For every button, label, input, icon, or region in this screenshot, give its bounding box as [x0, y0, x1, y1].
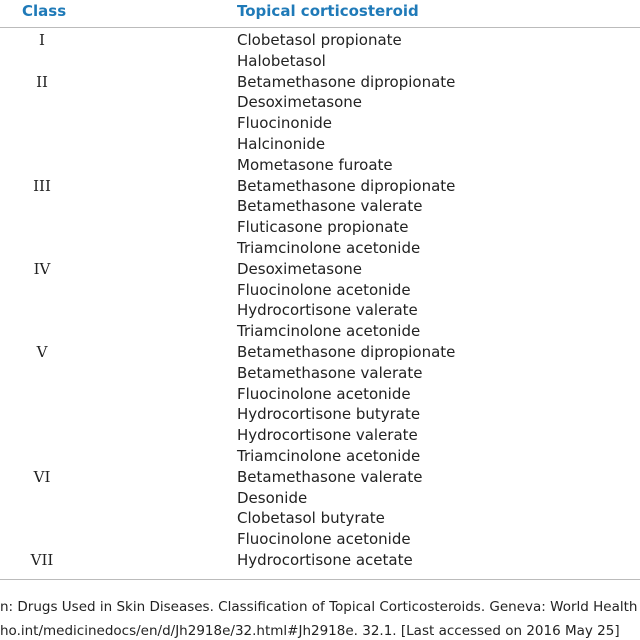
drug-name: Betamethasone valerate [237, 197, 423, 216]
drug-name: Desoximetasone [237, 259, 362, 278]
drug-name: Betamethasone valerate [237, 363, 423, 382]
drug-name: Betamethasone dipropionate [237, 343, 456, 361]
table-bottom-rule [0, 579, 640, 580]
drug-name: Fluocinonide [237, 114, 333, 133]
drug-name: Hydrocortisone butyrate [237, 405, 421, 424]
drug-name: Betamethasone dipropionate [237, 176, 456, 195]
drug-name: Triamcinolone acetonide [237, 322, 421, 341]
drug-name: Betamethasone dipropionate [237, 72, 456, 91]
drug-name: Clobetasol butyrate [237, 509, 385, 528]
drug-name: Halobetasol [237, 51, 326, 70]
drug-name: Mometasone furoate [237, 155, 393, 174]
class-label: IV [33, 259, 51, 278]
drug-name: Desonide [237, 488, 308, 507]
class-label: VI [33, 467, 51, 486]
column-header: Topical corticosteroid [237, 2, 419, 20]
column-header: Class [22, 2, 67, 20]
drug-name: Triamcinolone acetonide [237, 447, 421, 465]
drug-name: Hydrocortisone acetate [237, 551, 413, 569]
drug-name: Fluticasone propionate [237, 218, 409, 237]
drug-name: Fluocinolone acetonide [237, 280, 411, 299]
drug-name: Triamcinolone acetonide [237, 239, 421, 257]
drug-name: Desoximetasone [237, 93, 362, 112]
drug-name: Fluocinolone acetonide [237, 384, 411, 403]
class-label: II [36, 72, 48, 91]
drug-name: Clobetasol propionate [237, 31, 402, 49]
footnote: n: Drugs Used in Skin Diseases. Classifi… [0, 599, 640, 615]
class-label: VII [30, 551, 54, 569]
drug-name: Betamethasone valerate [237, 467, 423, 486]
drug-name: Hydrocortisone valerate [237, 426, 418, 445]
drug-name: Halcinonide [237, 135, 326, 153]
drug-name: Fluocinolone acetonide [237, 530, 411, 549]
header-rule [0, 27, 640, 28]
drug-name: Hydrocortisone valerate [237, 301, 418, 320]
footnote: ho.int/medicinedocs/en/d/Jh2918e/32.html… [0, 623, 620, 639]
class-label: III [33, 176, 51, 195]
class-label: V [36, 343, 48, 361]
class-label: I [39, 31, 45, 49]
